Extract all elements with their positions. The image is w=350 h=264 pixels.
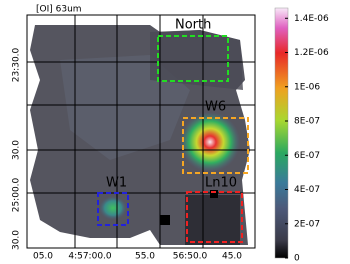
region-label: W1 <box>106 176 127 191</box>
map-image <box>27 15 255 248</box>
y-tick-label: 25:00.0 <box>12 177 22 212</box>
colorbar-tick-label: 6E-07 <box>294 151 320 161</box>
region-label: North <box>175 18 211 33</box>
colorbar-tick-label: 1.2E-06 <box>294 48 329 58</box>
region-box <box>186 191 243 243</box>
region-label: W6 <box>205 100 226 115</box>
x-tick-label: 45.0 <box>222 252 242 262</box>
x-tick-label: 56:50.0 <box>173 252 208 262</box>
colorbar-tick-label: 1E-06 <box>294 82 320 92</box>
y-tick-label: 30.0 <box>12 230 22 250</box>
region-box <box>97 192 129 226</box>
x-tick-label: 55.0 <box>135 252 155 262</box>
colorbar <box>274 7 289 259</box>
x-tick-label: 05.0 <box>33 252 53 262</box>
region-box <box>157 35 229 82</box>
colorbar-tick-label: 4E-07 <box>294 185 320 195</box>
region-box <box>182 117 249 174</box>
y-tick-label: 23:30.0 <box>12 47 22 82</box>
colorbar-tick-label: 8E-07 <box>294 117 320 127</box>
y-tick-label: 30.0 <box>12 140 22 160</box>
colorbar-tick-label: 1.4E-06 <box>294 14 329 24</box>
region-label: Ln10 <box>205 176 237 191</box>
map-title: [OI] 63um <box>36 5 82 15</box>
x-tick-label: 4:57:00.0 <box>68 252 112 262</box>
colorbar-tick-label: 2E-07 <box>294 219 320 229</box>
colorbar-tick-label: 0 <box>294 254 300 264</box>
